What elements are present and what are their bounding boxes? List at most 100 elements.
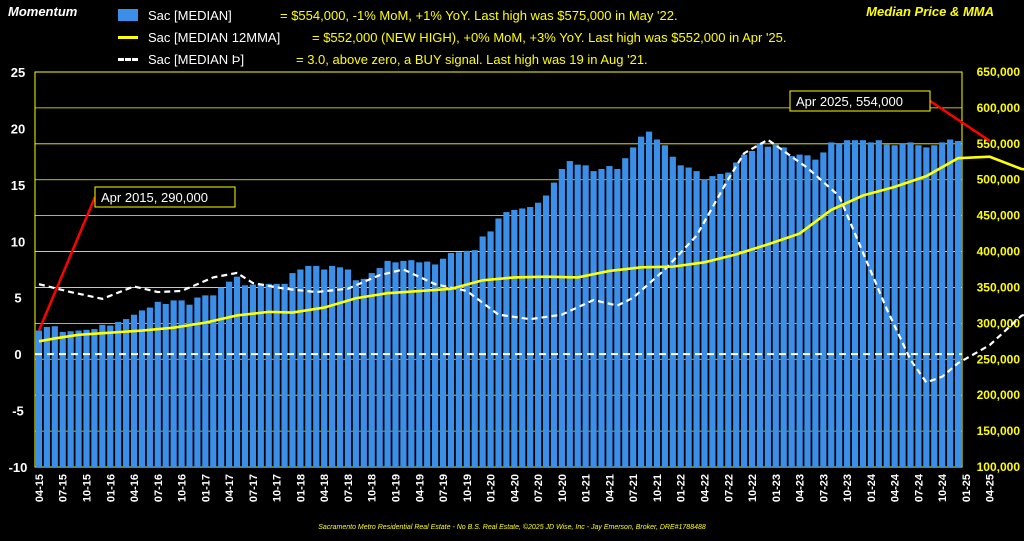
x-tick-label: 07-16 bbox=[153, 474, 165, 502]
median-bar bbox=[360, 278, 367, 467]
median-bar bbox=[844, 140, 851, 467]
median-bar bbox=[329, 265, 336, 467]
median-bar bbox=[194, 297, 201, 467]
left-axis-tick-label: 0 bbox=[14, 347, 21, 362]
x-tick-label: 10-24 bbox=[937, 473, 949, 502]
callout-label: Apr 2015, 290,000 bbox=[101, 190, 208, 205]
median-bar bbox=[186, 304, 193, 467]
median-bar bbox=[867, 142, 874, 467]
x-tick-label: 01-22 bbox=[676, 474, 688, 502]
median-bar bbox=[542, 195, 550, 467]
right-axis-tick-label: 600,000 bbox=[977, 101, 1021, 115]
right-axis-tick-label: 250,000 bbox=[977, 352, 1021, 366]
median-bar bbox=[788, 156, 795, 467]
callout-label: Apr 2025, 554,000 bbox=[796, 94, 903, 109]
x-tick-label: 10-19 bbox=[462, 474, 474, 502]
median-bar bbox=[35, 330, 43, 467]
right-axis-tick-label: 350,000 bbox=[977, 280, 1021, 294]
x-tick-label: 07-18 bbox=[343, 474, 355, 502]
median-bar bbox=[638, 136, 645, 468]
right-axis-tick-label: 450,000 bbox=[977, 209, 1021, 223]
median-bar bbox=[519, 208, 526, 468]
median-bar bbox=[836, 143, 843, 467]
median-bar bbox=[352, 280, 359, 467]
median-bar bbox=[416, 262, 423, 467]
x-tick-label: 01-20 bbox=[486, 474, 498, 502]
right-axis-tick-label: 150,000 bbox=[977, 424, 1021, 438]
x-tick-label: 04-25 bbox=[985, 474, 997, 502]
median-bar bbox=[859, 140, 867, 467]
median-bar bbox=[439, 258, 447, 467]
median-bar bbox=[899, 143, 906, 467]
median-bar bbox=[297, 269, 304, 467]
median-bar bbox=[400, 260, 407, 467]
right-chart-title: Median Price & MMA bbox=[866, 4, 994, 19]
median-bar bbox=[828, 142, 835, 467]
median-bar bbox=[677, 165, 684, 467]
median-bar bbox=[923, 147, 930, 467]
median-bar bbox=[154, 301, 161, 467]
legend-desc-mma: = $552,000 (NEW HIGH), +0% MoM, +3% YoY.… bbox=[312, 30, 787, 45]
x-tick-label: 10-16 bbox=[177, 474, 189, 502]
median-bar bbox=[249, 284, 256, 467]
left-axis-tick-label: 10 bbox=[11, 234, 25, 249]
median-bar bbox=[947, 139, 954, 467]
median-bar bbox=[954, 140, 962, 468]
median-bar bbox=[804, 155, 811, 468]
left-axis-tick-label: 20 bbox=[11, 121, 25, 136]
x-tick-label: 07-21 bbox=[628, 474, 640, 502]
x-tick-label: 01-25 bbox=[961, 474, 973, 502]
median-bar bbox=[875, 140, 882, 467]
median-bar bbox=[939, 142, 946, 467]
median-bar bbox=[218, 287, 225, 467]
median-bar bbox=[717, 173, 724, 467]
x-tick-label: 04-24 bbox=[890, 473, 902, 502]
x-tick-label: 04-19 bbox=[414, 474, 426, 502]
median-bar bbox=[741, 154, 748, 467]
x-tick-label: 10-18 bbox=[367, 474, 379, 502]
median-bar bbox=[891, 145, 898, 467]
median-bar bbox=[210, 295, 217, 467]
median-bar bbox=[424, 261, 431, 467]
median-bar bbox=[59, 331, 66, 467]
median-bar bbox=[915, 145, 922, 467]
median-bar bbox=[226, 281, 233, 467]
x-tick-label: 07-24 bbox=[913, 473, 925, 502]
median-bar bbox=[463, 250, 470, 467]
median-bar bbox=[368, 273, 375, 467]
median-bar bbox=[479, 236, 486, 467]
x-tick-label: 10-15 bbox=[82, 474, 94, 502]
median-bar bbox=[709, 176, 716, 468]
legend-item-mma: Sac [MEDIAN 12MMA] bbox=[118, 29, 280, 45]
left-axis-tick-label: -10 bbox=[9, 460, 28, 475]
median-bar bbox=[233, 276, 241, 467]
x-tick-label: 04-21 bbox=[604, 474, 616, 502]
median-bar bbox=[733, 162, 740, 467]
x-tick-label: 01-23 bbox=[771, 474, 783, 502]
median-bar bbox=[748, 151, 756, 467]
legend-swatch-median bbox=[118, 9, 138, 21]
median-bar bbox=[257, 283, 264, 467]
median-bar bbox=[661, 145, 668, 467]
median-bar bbox=[91, 329, 98, 467]
median-bar bbox=[645, 131, 653, 468]
x-tick-label: 04-20 bbox=[509, 474, 521, 502]
median-bar bbox=[796, 154, 803, 467]
x-tick-label: 07-23 bbox=[818, 474, 830, 502]
median-bar bbox=[535, 202, 542, 467]
median-bar bbox=[241, 285, 249, 467]
legend-item-momentum: Sac [MEDIAN Þ] bbox=[118, 51, 244, 67]
x-tick-label: 10-17 bbox=[272, 474, 284, 502]
median-bar bbox=[273, 283, 280, 467]
right-axis-tick-label: 500,000 bbox=[977, 173, 1021, 187]
callout-box bbox=[789, 90, 931, 112]
x-tick-label: 04-15 bbox=[34, 474, 46, 502]
median-bar bbox=[701, 179, 708, 467]
median-bar bbox=[392, 262, 399, 467]
median-bar bbox=[598, 168, 605, 468]
x-tick-label: 04-16 bbox=[129, 474, 141, 502]
median-bar bbox=[772, 144, 779, 467]
left-axis-title: Momentum bbox=[8, 4, 78, 19]
median-bar bbox=[281, 283, 288, 467]
